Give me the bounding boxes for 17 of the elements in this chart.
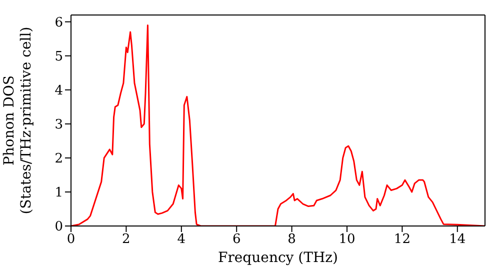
y-tick-label: 1	[54, 186, 63, 201]
x-tick-label: 8	[288, 232, 296, 248]
x-tick-label: 6	[232, 232, 241, 248]
y-axis-title: Phonon DOS (States/THz·primitive cell)	[2, 26, 34, 214]
y-tick-label: 3	[54, 118, 63, 133]
x-tick-label: 0	[66, 232, 76, 248]
x-tick-label: 2	[122, 232, 130, 248]
x-tick-label: 10	[338, 232, 356, 248]
x-axis-title: Frequency (THz)	[218, 250, 338, 266]
x-tick-label: 14	[449, 232, 466, 248]
y-tick-label: 0	[54, 220, 63, 235]
x-tick-label: 12	[394, 232, 410, 248]
y-tick-label: 2	[54, 152, 63, 167]
x-tick-label: 4	[177, 232, 186, 248]
y-tick-label: 5	[54, 49, 63, 64]
y-tick-label: 4	[54, 83, 63, 98]
y-tick-label: 6	[54, 15, 63, 30]
